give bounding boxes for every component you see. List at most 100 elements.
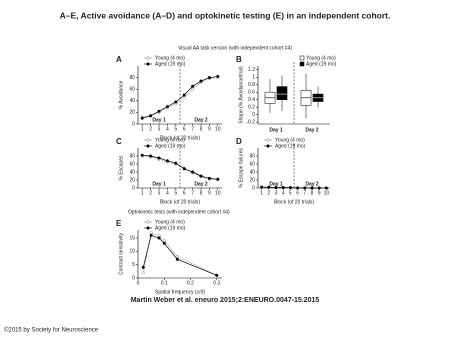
y-tick-label: 0.8 bbox=[248, 82, 255, 88]
y-tick-label: 20 bbox=[129, 177, 135, 183]
chart-title: Optokinetic tests (with independent coho… bbox=[128, 209, 230, 215]
data-point bbox=[157, 109, 161, 113]
data-point bbox=[199, 79, 203, 83]
series-line bbox=[261, 186, 327, 189]
x-tick-label: 0.2 bbox=[187, 280, 194, 286]
data-point bbox=[174, 161, 178, 165]
y-tick-label: 15 bbox=[129, 235, 135, 241]
y-axis-label: % Escapes bbox=[118, 155, 124, 181]
x-axis-label: Block (of 20 trials) bbox=[160, 199, 200, 205]
series-line bbox=[142, 234, 217, 276]
y-axis-label: % Escape failures bbox=[238, 147, 244, 188]
x-tick-label: 4 bbox=[282, 190, 285, 196]
legend-label: Aged (19 mo) bbox=[306, 61, 337, 67]
x-tick-label: 1 bbox=[141, 126, 144, 132]
x-tick-label: 4 bbox=[166, 190, 169, 196]
x-axis-label: Block (of 20 trials) bbox=[274, 199, 314, 205]
y-axis-label: % Avoidance bbox=[118, 80, 124, 109]
panel-label: E bbox=[116, 219, 122, 228]
legend-marker bbox=[146, 220, 150, 224]
legend-label: Young (4 mo) bbox=[155, 137, 185, 143]
x-tick-label: 0 bbox=[137, 280, 140, 286]
x-tick-label: 6 bbox=[183, 190, 186, 196]
data-point bbox=[157, 236, 161, 240]
data-point bbox=[175, 257, 179, 261]
x-tick-label: 1 bbox=[141, 190, 144, 196]
x-tick-label: 10 bbox=[215, 190, 221, 196]
x-tick-label: Day 2 bbox=[305, 127, 319, 133]
data-point bbox=[191, 87, 195, 91]
x-tick-label: 1 bbox=[260, 190, 263, 196]
data-point bbox=[191, 84, 195, 88]
legend-marker bbox=[146, 56, 150, 60]
legend-marker bbox=[266, 144, 270, 148]
data-point bbox=[141, 271, 145, 275]
data-point bbox=[199, 174, 203, 178]
x-tick-label: 5 bbox=[289, 190, 292, 196]
x-tick-label: 3 bbox=[158, 126, 161, 132]
day-label: Day 2 bbox=[305, 181, 319, 187]
data-point bbox=[207, 76, 211, 80]
x-tick-label: 0.3 bbox=[213, 280, 220, 286]
y-tick-label: 1.2 bbox=[248, 67, 255, 73]
data-point bbox=[149, 231, 153, 235]
slide-title: A–E, Active avoidance (A–D) and optokine… bbox=[60, 10, 391, 20]
x-tick-label: 9 bbox=[208, 190, 211, 196]
day-label: Day 1 bbox=[152, 117, 166, 123]
data-point bbox=[162, 241, 166, 245]
y-tick-label: 60 bbox=[129, 161, 135, 167]
y-tick-label: 0 bbox=[132, 121, 135, 127]
data-point bbox=[157, 233, 161, 237]
legend-label: Aged (19 mo) bbox=[275, 143, 306, 149]
y-tick-label: 0.6 bbox=[248, 90, 255, 96]
y-tick-label: 0 bbox=[252, 112, 255, 118]
data-point bbox=[281, 186, 285, 190]
data-point bbox=[140, 153, 144, 157]
legend-marker bbox=[146, 138, 150, 142]
data-point bbox=[267, 185, 271, 189]
y-tick-label: -0.2 bbox=[246, 119, 255, 125]
legend-swatch bbox=[299, 61, 305, 67]
data-point bbox=[157, 156, 161, 160]
x-tick-label: 2 bbox=[149, 126, 152, 132]
y-axis-label: Shape (% Avoidance/trial) bbox=[238, 66, 244, 124]
data-point bbox=[288, 186, 292, 190]
data-point bbox=[149, 114, 153, 118]
legend-label: Aged (19 mo) bbox=[155, 143, 186, 149]
x-tick-label: 2 bbox=[267, 190, 270, 196]
y-tick-label: 10 bbox=[129, 249, 135, 255]
x-tick-label: 4 bbox=[166, 126, 169, 132]
series-line bbox=[142, 232, 217, 276]
y-tick-label: 1 bbox=[252, 75, 255, 81]
legend-label: Young (4 mo) bbox=[155, 55, 185, 61]
y-tick-label: 0 bbox=[132, 185, 135, 191]
data-point bbox=[191, 170, 195, 174]
day-label: Day 2 bbox=[194, 117, 208, 123]
data-point bbox=[182, 96, 186, 100]
x-tick-label: 10 bbox=[215, 126, 221, 132]
y-tick-label: 40 bbox=[129, 169, 135, 175]
legend-label: Aged (19 mo) bbox=[155, 61, 186, 67]
y-tick-label: 5 bbox=[132, 262, 135, 268]
y-tick-label: 0.2 bbox=[248, 104, 255, 110]
y-tick-label: 40 bbox=[249, 169, 255, 175]
x-tick-label: 3 bbox=[275, 190, 278, 196]
series-line bbox=[142, 76, 218, 119]
x-tick-label: 0.1 bbox=[161, 280, 168, 286]
x-tick-label: 5 bbox=[174, 190, 177, 196]
panel-label: A bbox=[116, 55, 122, 64]
y-tick-label: 20 bbox=[249, 177, 255, 183]
x-tick-label: 10 bbox=[324, 190, 330, 196]
data-point bbox=[215, 273, 219, 277]
panel-label: D bbox=[236, 137, 242, 146]
data-point bbox=[216, 74, 220, 78]
box bbox=[276, 86, 288, 100]
day-label: Day 1 bbox=[152, 181, 166, 187]
y-tick-label: 0.4 bbox=[248, 97, 255, 103]
data-point bbox=[149, 154, 153, 158]
data-point bbox=[317, 186, 321, 190]
legend-label: Young (4 mo) bbox=[155, 219, 185, 225]
day-label: Day 1 bbox=[269, 181, 283, 187]
chart-title: Visual AA task version (with independent… bbox=[178, 45, 292, 51]
